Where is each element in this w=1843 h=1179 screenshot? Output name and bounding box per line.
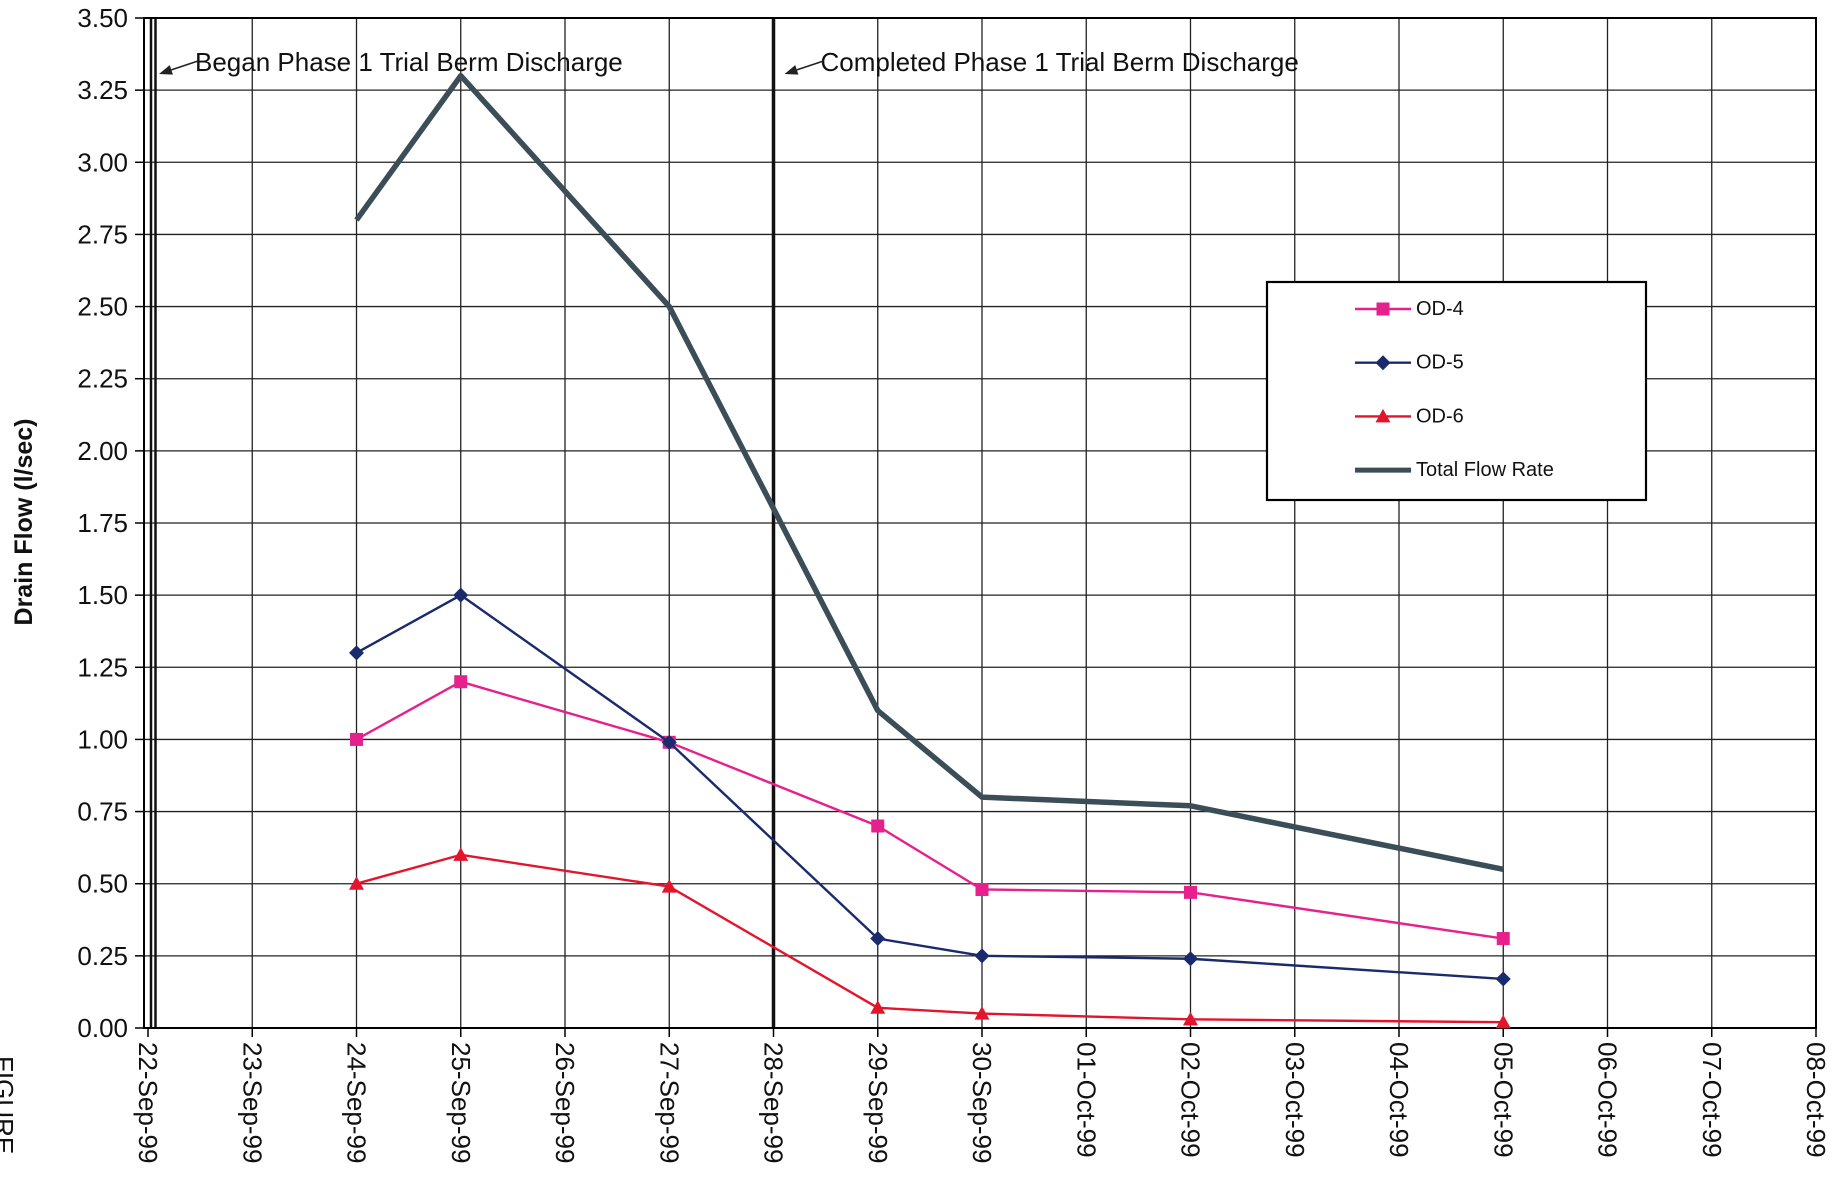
y-tick-label: 3.50 bbox=[77, 3, 128, 33]
y-tick-label: 2.00 bbox=[77, 436, 128, 466]
data-point-marker bbox=[1495, 1014, 1511, 1029]
data-series bbox=[349, 72, 1511, 1029]
data-point-marker bbox=[974, 1006, 990, 1020]
annotation-label: Completed Phase 1 Trial Berm Discharge bbox=[821, 47, 1299, 77]
x-tick-label: 28-Sep-99 bbox=[759, 1042, 789, 1163]
data-point-marker bbox=[349, 645, 364, 661]
x-tick-label: 05-Oct-99 bbox=[1488, 1042, 1518, 1158]
x-tick-label: 26-Sep-99 bbox=[550, 1042, 580, 1163]
series-line bbox=[354, 72, 1504, 872]
series-line bbox=[355, 593, 1504, 981]
x-tick-label: 23-Sep-99 bbox=[237, 1042, 267, 1163]
data-point-marker bbox=[454, 675, 468, 689]
annotation-arrow-line bbox=[796, 60, 824, 71]
series-line bbox=[356, 853, 1504, 1024]
data-point-marker bbox=[1183, 1011, 1198, 1026]
legend-label: OD-5 bbox=[1416, 352, 1464, 374]
y-tick-label: 2.25 bbox=[77, 364, 128, 394]
axes: 0.00 0.25 0.50 0.75 1.00 1.25 1.50 1.75 2.00 2.25… bbox=[77, 3, 1831, 1163]
data-point-marker bbox=[870, 1000, 886, 1014]
data-point-marker bbox=[661, 734, 677, 750]
legend-swatch-marker bbox=[1376, 302, 1390, 316]
y-axis-title: Drain Flow (l/sec) bbox=[10, 419, 38, 626]
series-line bbox=[355, 680, 1504, 940]
data-point-marker bbox=[350, 732, 363, 746]
y-tick-label: 1.00 bbox=[77, 724, 128, 754]
y-tick-label: 1.25 bbox=[77, 652, 128, 682]
x-tick-label: 25-Sep-99 bbox=[446, 1042, 476, 1163]
x-tick-label: 30-Sep-99 bbox=[967, 1042, 997, 1163]
data-point-marker bbox=[453, 587, 469, 603]
data-point-marker bbox=[870, 931, 886, 947]
x-tick-label: 22-Sep-99 bbox=[133, 1042, 163, 1163]
y-tick-label: 1.50 bbox=[77, 580, 128, 610]
series-od-5 bbox=[349, 587, 1511, 987]
series-total-flow-rate bbox=[354, 72, 1504, 872]
annotation-arrowhead bbox=[159, 65, 173, 75]
y-tick-label: 2.75 bbox=[77, 219, 128, 249]
data-point-marker bbox=[975, 882, 989, 896]
gridlines bbox=[144, 18, 1816, 1028]
data-point-marker bbox=[661, 879, 677, 893]
data-point-marker bbox=[1183, 951, 1198, 967]
data-point-marker bbox=[974, 948, 990, 964]
x-tick-label: 01-Oct-99 bbox=[1071, 1042, 1101, 1158]
data-point-marker bbox=[1184, 885, 1197, 899]
x-tick-label: 06-Oct-99 bbox=[1593, 1042, 1623, 1158]
x-tick-label: 07-Oct-99 bbox=[1697, 1042, 1727, 1158]
x-tick-label: 24-Sep-99 bbox=[342, 1042, 372, 1163]
legend: OD-4 OD-5 OD-6 Total Flow Rate bbox=[1265, 280, 1648, 502]
y-tick-label: 0.50 bbox=[77, 869, 128, 899]
data-point-marker bbox=[871, 819, 885, 833]
legend-swatch-marker bbox=[1375, 355, 1391, 371]
y-tick-label: 0.75 bbox=[77, 797, 128, 827]
x-tick-label: 03-Oct-99 bbox=[1280, 1042, 1310, 1158]
y-tick-label: 2.50 bbox=[77, 292, 128, 322]
data-point-marker bbox=[1496, 932, 1510, 946]
x-tick-label: 04-Oct-99 bbox=[1384, 1042, 1414, 1158]
annotation-label: Began Phase 1 Trial Berm Discharge bbox=[195, 47, 623, 77]
legend-box bbox=[1265, 280, 1648, 502]
y-tick-label: 3.00 bbox=[77, 147, 128, 177]
y-tick-label: 1.75 bbox=[77, 508, 128, 538]
x-tick-label: 08-Oct-99 bbox=[1801, 1042, 1831, 1158]
annotation-arrow-line bbox=[171, 60, 199, 71]
y-tick-label: 3.25 bbox=[77, 75, 128, 105]
x-tick-label: 27-Sep-99 bbox=[654, 1042, 684, 1163]
figure-label: FIGURE bbox=[0, 1056, 19, 1154]
legend-label: Total Flow Rate bbox=[1416, 459, 1554, 481]
y-tick-label: 0.00 bbox=[77, 1013, 128, 1043]
legend-label: OD-4 bbox=[1416, 298, 1464, 320]
series-od-4 bbox=[350, 675, 1510, 946]
y-tick-label: 0.25 bbox=[77, 941, 128, 971]
x-tick-label: 02-Oct-99 bbox=[1176, 1042, 1206, 1158]
legend-swatch-marker bbox=[1375, 408, 1391, 423]
annotation-arrowhead bbox=[784, 65, 799, 75]
data-point-marker bbox=[453, 847, 469, 861]
data-point-marker bbox=[349, 876, 364, 890]
data-point-marker bbox=[1495, 971, 1511, 987]
legend-label: OD-6 bbox=[1416, 405, 1464, 427]
annotations: Began Phase 1 Trial Berm Discharge Comple… bbox=[149, 18, 1299, 1028]
series-od-6 bbox=[349, 847, 1511, 1029]
x-tick-label: 29-Sep-99 bbox=[863, 1042, 893, 1163]
